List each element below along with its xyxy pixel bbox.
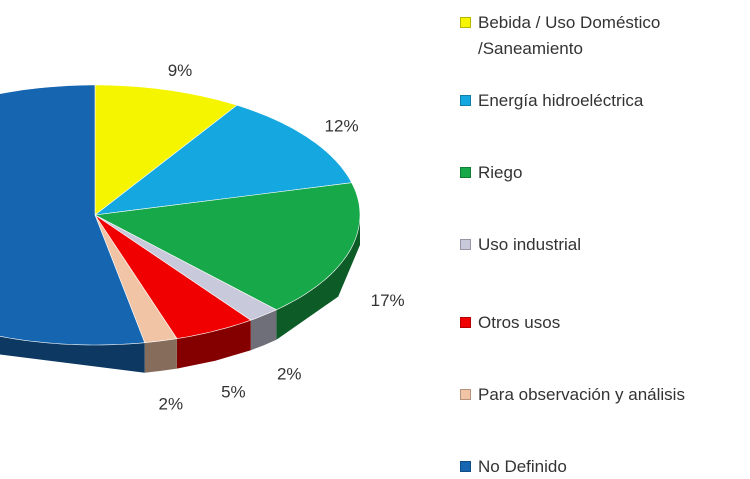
slice-side	[144, 338, 177, 373]
slice	[94, 182, 361, 311]
legend-item: No Definido	[458, 454, 743, 479]
slice	[94, 84, 238, 216]
data-label: 5%	[221, 383, 246, 402]
data-label: 2%	[158, 394, 183, 413]
slice	[94, 214, 252, 339]
legend-label: Bebida / Uso Doméstico /Saneamiento	[478, 13, 661, 58]
slice-side	[0, 336, 145, 373]
legend-item: Otros usos	[458, 310, 743, 336]
slice-side	[276, 215, 360, 340]
legend-swatch	[460, 95, 471, 106]
legend-label: Otros usos	[478, 313, 561, 332]
legend-label: No Definido	[478, 457, 567, 476]
slice	[94, 214, 178, 344]
slice	[0, 84, 146, 346]
legend-swatch	[460, 239, 471, 250]
legend-swatch	[460, 167, 471, 178]
legend-label: Riego	[478, 163, 523, 182]
legend-item: Uso industrial	[458, 232, 743, 258]
slice-side	[250, 309, 277, 351]
slice	[93, 104, 353, 216]
legend-swatch	[460, 317, 471, 328]
legend-item: Bebida / Uso Doméstico /Saneamiento	[458, 10, 728, 62]
data-label: 17%	[371, 291, 405, 310]
legend-item: Energía hidroeléctrica	[458, 88, 743, 114]
data-label: 12%	[325, 117, 359, 136]
data-label: 9%	[168, 61, 193, 80]
legend-label: Energía hidroeléctrica	[478, 91, 644, 110]
legend-label: Para observación y análisis	[478, 385, 685, 404]
legend-label: Uso industrial	[478, 235, 581, 254]
slice	[94, 214, 278, 321]
legend-swatch	[460, 389, 471, 400]
slice-side	[176, 320, 251, 369]
legend-item: Para observación y análisis	[458, 382, 743, 408]
legend-swatch	[460, 461, 471, 472]
legend-item: Riego	[458, 160, 743, 186]
legend-swatch	[460, 17, 471, 28]
data-label: 2%	[277, 365, 302, 384]
